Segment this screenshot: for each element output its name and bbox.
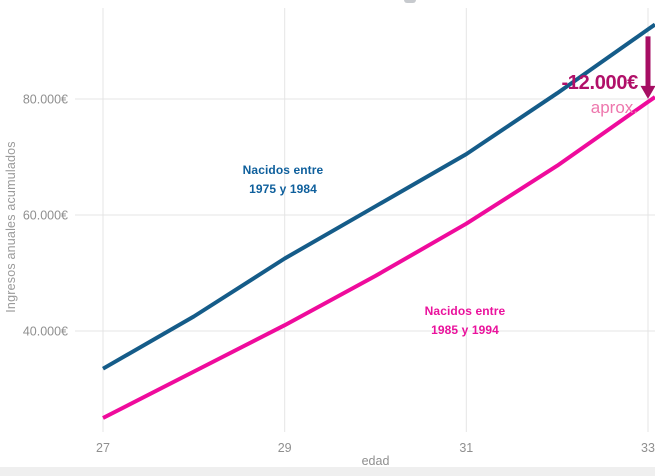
gap-annotation-value: -12.000€ [561, 72, 638, 94]
y-axis-tick-label: 80.000€ [23, 93, 68, 107]
y-axis-tick-label: 60.000€ [23, 209, 68, 223]
cropped-title-fragment [404, 0, 416, 3]
series-line-1 [102, 22, 655, 371]
x-axis-title: edad [361, 454, 390, 468]
gap-arrow-head [640, 85, 655, 99]
series2-label-line2: 1985 y 1994 [431, 323, 499, 337]
y-axis-tick-label: 40.000€ [23, 325, 68, 339]
x-axis-tick-label: 29 [278, 441, 292, 455]
gap-annotation: -12.000€ aprox. [561, 73, 638, 116]
bottom-strip [0, 467, 655, 476]
x-axis-tick-label: 33 [641, 441, 655, 455]
series1-label-line2: 1975 y 1984 [249, 182, 317, 196]
series2-label-line1: Nacidos entre [424, 304, 506, 318]
x-axis-tick-label: 27 [96, 441, 110, 455]
series1-label-line1: Nacidos entre [242, 163, 324, 177]
series1-label: Nacidos entre 1975 y 1984 [203, 161, 363, 199]
gap-annotation-sub: aprox. [590, 98, 638, 117]
series-line-2 [102, 95, 655, 420]
series2-label: Nacidos entre 1985 y 1994 [385, 302, 545, 340]
x-axis-tick-label: 31 [459, 441, 473, 455]
y-axis-title: Ingresos anuales acumulados [4, 141, 18, 313]
